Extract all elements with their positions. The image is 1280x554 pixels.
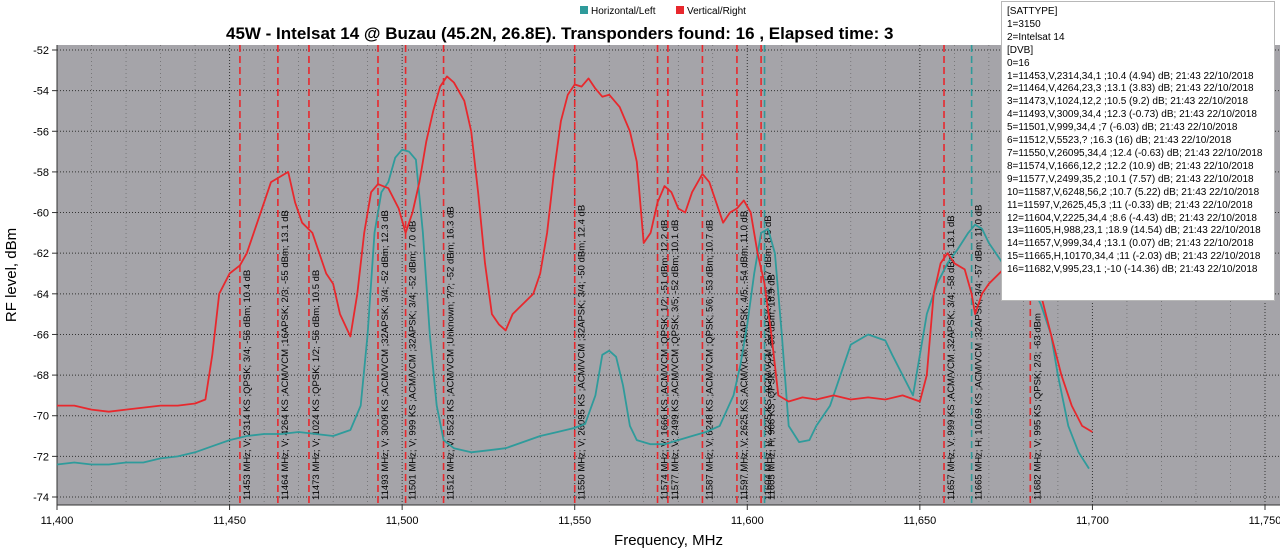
y-tick-label: -60 — [33, 208, 49, 220]
y-tick-label: -52 — [33, 45, 49, 57]
transponder-marker-label: 11665 MHz; H; 10169 KS ;ACM/VCM ;32APSK;… — [974, 205, 985, 500]
info-box-line: [SATTYPE] — [1007, 6, 1058, 17]
transponder-marker-label: 11577 MHz; V; 2499 KS ;ACM/VCM ;QPSK; 3/… — [670, 220, 681, 500]
transponder-marker-label: 11493 MHz; V; 3009 KS ;ACM/VCM ;32APSK; … — [380, 210, 391, 500]
info-box-line: 5=11501,V,999,34,4 ;7 (-6.03) dB; 21:43 … — [1007, 122, 1238, 134]
x-tick-label: 11,700 — [1076, 515, 1109, 527]
transponder-marker-label: 11453 MHz; V; 2314 KS ;QPSK; 3/4; -56 dB… — [242, 270, 253, 500]
transponder-marker-label: 11464 MHz; V; 4264 KS ;ACM/VCM ;16APSK; … — [280, 210, 291, 500]
legend-swatch — [676, 6, 684, 14]
info-box-line: 7=11550,V,26095,34,4 ;12.4 (-0.63) dB; 2… — [1007, 147, 1263, 159]
transponder-marker-label: 11605 MHz; H; 988 KS ;QPSK; 2/3; -59 dBm… — [767, 274, 778, 500]
info-box-line: 4=11493,V,3009,34,4 ;12.3 (-0.73) dB; 21… — [1007, 109, 1257, 121]
info-box-line: 1=3150 — [1007, 18, 1041, 30]
legend-label: Horizontal/Left — [591, 6, 656, 17]
series-line-horizontal-left — [56, 148, 1090, 470]
info-box-line: 15=11665,H,10170,34,4 ;11 (-2.03) dB; 21… — [1007, 251, 1261, 263]
info-box-line: 16=11682,V,995,23,1 ;-10 (-14.36) dB; 21… — [1007, 264, 1258, 276]
x-axis-label: Frequency, MHz — [614, 532, 723, 549]
info-box-line: 0=16 — [1007, 57, 1030, 69]
y-tick-label: -68 — [33, 370, 49, 382]
x-tick-label: 11,400 — [41, 515, 74, 527]
x-tick-label: 11,750 — [1249, 515, 1280, 527]
info-box-line: 14=11657,V,999,34,4 ;13.1 (0.07) dB; 21:… — [1007, 238, 1254, 250]
y-tick-label: -70 — [33, 411, 49, 423]
info-box-line: 11=11597,V,2625,45,3 ;11 (-0.33) dB; 21:… — [1007, 199, 1253, 211]
transponder-marker-label: 11597 MHz; V; 2625 KS ;ACM/VCM ;16APSK; … — [739, 211, 750, 500]
chart-title: 45W - Intelsat 14 @ Buzau (45.2N, 26.8E)… — [226, 24, 893, 43]
y-axis-label: RF level, dBm — [3, 228, 20, 322]
x-tick-label: 11,500 — [386, 515, 419, 527]
transponder-marker-label: 11574 MHz; V; 1666 KS ;ACM/VCM ;QPSK; 1/… — [660, 220, 671, 500]
x-tick-label: 11,450 — [213, 515, 246, 527]
transponder-marker-label: 11587 MHz; V; 6248 KS ;ACM/VCM ;QPSK; 5/… — [704, 220, 715, 500]
transponder-info-box: [SATTYPE] 1=3150 2=Intelsat 14 [DVB] 0=16 1=1… — [1001, 1, 1275, 301]
transponder-marker-label: 11473 MHz; V; 1024 KS ;QPSK; 1/2; -56 dB… — [311, 270, 322, 500]
y-tick-label: -74 — [33, 492, 49, 504]
transponder-marker-label: 11501 MHz; V; 999 KS ;ACM/VCM ;32APSK; 3… — [408, 221, 419, 500]
legend-swatch — [580, 6, 588, 14]
info-box-line: 8=11574,V,1666,12,2 ;12.2 (10.9) dB; 21:… — [1007, 160, 1254, 172]
x-tick-label: 11,550 — [558, 515, 591, 527]
series-line-vertical-right — [57, 75, 1093, 433]
y-tick-label: -66 — [33, 329, 49, 341]
info-box-line: 2=11464,V,4264,23,3 ;13.1 (3.83) dB; 21:… — [1007, 83, 1254, 95]
transponder-marker-label: 11512 MHz; V; 5523 KS ;ACM/VCM ;Unknown;… — [446, 206, 457, 500]
transponder-marker-label: 11550 MHz; V; 26095 KS ;ACM/VCM ;32APSK;… — [577, 205, 588, 500]
y-tick-label: -72 — [33, 451, 49, 463]
x-tick-label: 11,600 — [731, 515, 764, 527]
info-box-line: 6=11512,V,5523,? ;16.3 (16) dB; 21:43 22… — [1007, 135, 1232, 147]
info-box-line: 13=11605,H,988,23,1 ;18.9 (14.54) dB; 21… — [1007, 225, 1261, 237]
info-box-line: 2=Intelsat 14 — [1007, 31, 1065, 43]
transponder-marker-label: 11682 MHz; V; 995 KS ;QPSK; 2/3; -63 dBm — [1032, 313, 1043, 500]
info-box-line: 10=11587,V,6248,56,2 ;10.7 (5.22) dB; 21… — [1007, 186, 1260, 198]
legend-label: Vertical/Right — [687, 6, 746, 17]
transponder-marker-label: 11604 MHz; V; 2225 KS ;ACM/VCM ;32APSK; … — [763, 215, 774, 500]
y-tick-label: -62 — [33, 248, 49, 260]
transponder-marker-label: 11657 MHz; V; 999 KS ;ACM/VCM ;32APSK; 3… — [946, 215, 957, 500]
info-box-line: [DVB] — [1007, 44, 1034, 56]
y-tick-label: -64 — [33, 289, 49, 301]
info-box-line: 9=11577,V,2499,35,2 ;10.1 (7.57) dB; 21:… — [1007, 173, 1254, 185]
info-box-line: 1=11453,V,2314,34,1 ;10.4 (4.94) dB; 21:… — [1007, 70, 1254, 82]
y-tick-label: -58 — [33, 167, 49, 179]
info-box-line: 12=11604,V,2225,34,4 ;8.6 (-4.43) dB; 21… — [1007, 212, 1257, 224]
y-tick-label: -54 — [33, 86, 49, 98]
y-tick-label: -56 — [33, 126, 49, 138]
info-box-line: 3=11473,V,1024,12,2 ;10.5 (9.2) dB; 21:4… — [1007, 96, 1249, 108]
x-tick-label: 11,650 — [903, 515, 936, 527]
